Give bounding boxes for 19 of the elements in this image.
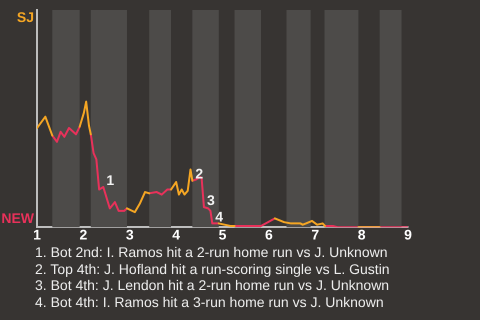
x-tick-label: 8 [358, 226, 366, 242]
annotation: 2 [195, 166, 204, 182]
annotation: 4 [215, 208, 224, 224]
text: 1. Bot 2nd: I. Ramos hit a 2-run home run vs J. Unknown [35, 244, 389, 260]
text: 4. Bot 4th: I. Ramos hit a 3-run home run vs J. Unknown [35, 294, 385, 310]
x-tick-label: 4 [172, 226, 180, 242]
text: NEW [1, 210, 35, 226]
x-tick-label: 6 [264, 226, 273, 242]
x-tick-label: 9 [404, 226, 412, 242]
x-tick-label: 3 [126, 226, 134, 242]
x-tick-label: 1 [33, 226, 42, 242]
text: 2. Top 4th: J. Hofland hit a run-scoring single vs L. Gustin [35, 260, 391, 277]
x-tick-label: 7 [311, 226, 320, 242]
annotation: 1 [106, 172, 114, 188]
text: SJ [16, 8, 34, 25]
annotation: 3 [206, 192, 215, 208]
x-tick-label: 2 [79, 226, 88, 242]
text: 3. Bot 4th: J. Lendon hit a 2-run home run vs J. Unknown [35, 277, 390, 294]
x-tick-label: 5 [218, 226, 227, 242]
